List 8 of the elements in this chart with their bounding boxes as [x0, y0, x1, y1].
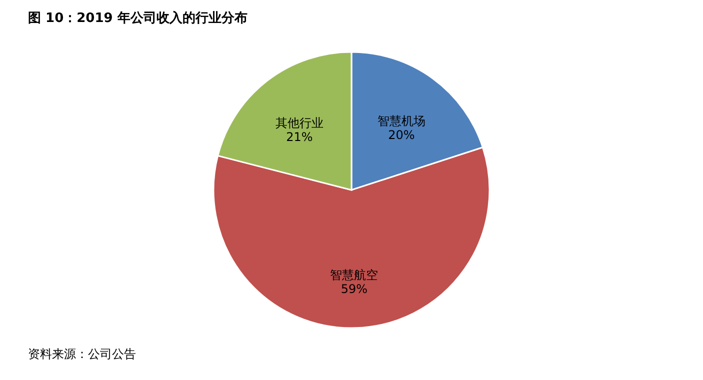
data-label: 59% [340, 282, 368, 296]
text: 资料来源：公司公告 [28, 347, 136, 361]
slice-label: 其他行业 [275, 116, 324, 130]
slice-label: 智慧航空 [330, 268, 378, 282]
slice-label: 智慧机场 [377, 114, 426, 128]
data-label: 21% [286, 130, 313, 144]
data-label: 20% [388, 128, 415, 142]
chart-title: 图 10：2019 年公司收入的行业分布 [28, 10, 248, 26]
